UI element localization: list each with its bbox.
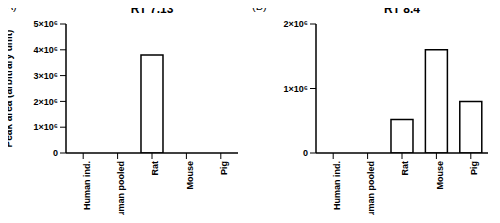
- svg-text:Pig: Pig: [469, 161, 479, 175]
- svg-text:5×10⁶: 5×10⁶: [34, 19, 58, 29]
- svg-text:0: 0: [303, 148, 308, 158]
- svg-text:Rat: Rat: [150, 161, 160, 176]
- svg-text:Human pooled: Human pooled: [366, 161, 376, 215]
- svg-text:3×10⁶: 3×10⁶: [34, 71, 58, 81]
- svg-text:Peak area (arbitrary unit): Peak area (arbitrary unit): [8, 30, 14, 148]
- html-text:RT 8.4: RT 8.4: [384, 2, 420, 16]
- svg-text:Human pooled: Human pooled: [116, 161, 126, 215]
- svg-text:Mouse: Mouse: [435, 161, 445, 190]
- svg-text:2×10⁶: 2×10⁶: [284, 19, 308, 29]
- svg-text:2×10⁶: 2×10⁶: [34, 97, 58, 107]
- svg-text:Human ind.: Human ind.: [332, 161, 342, 210]
- html-text:(A): (A): [2, 0, 17, 12]
- svg-text:1×10⁶: 1×10⁶: [284, 84, 308, 94]
- svg-text:4×10⁶: 4×10⁶: [34, 45, 58, 55]
- svg-text:0: 0: [53, 148, 58, 158]
- svg-text:Mouse: Mouse: [185, 161, 195, 190]
- svg-text:Human ind.: Human ind.: [82, 161, 92, 210]
- html-text:(B): (B): [252, 0, 267, 12]
- svg-text:Rat: Rat: [400, 161, 410, 176]
- svg-text:1×10⁶: 1×10⁶: [34, 122, 58, 132]
- svg-text:Pig: Pig: [219, 161, 229, 175]
- html-text:RT 7.13: RT 7.13: [130, 2, 174, 16]
